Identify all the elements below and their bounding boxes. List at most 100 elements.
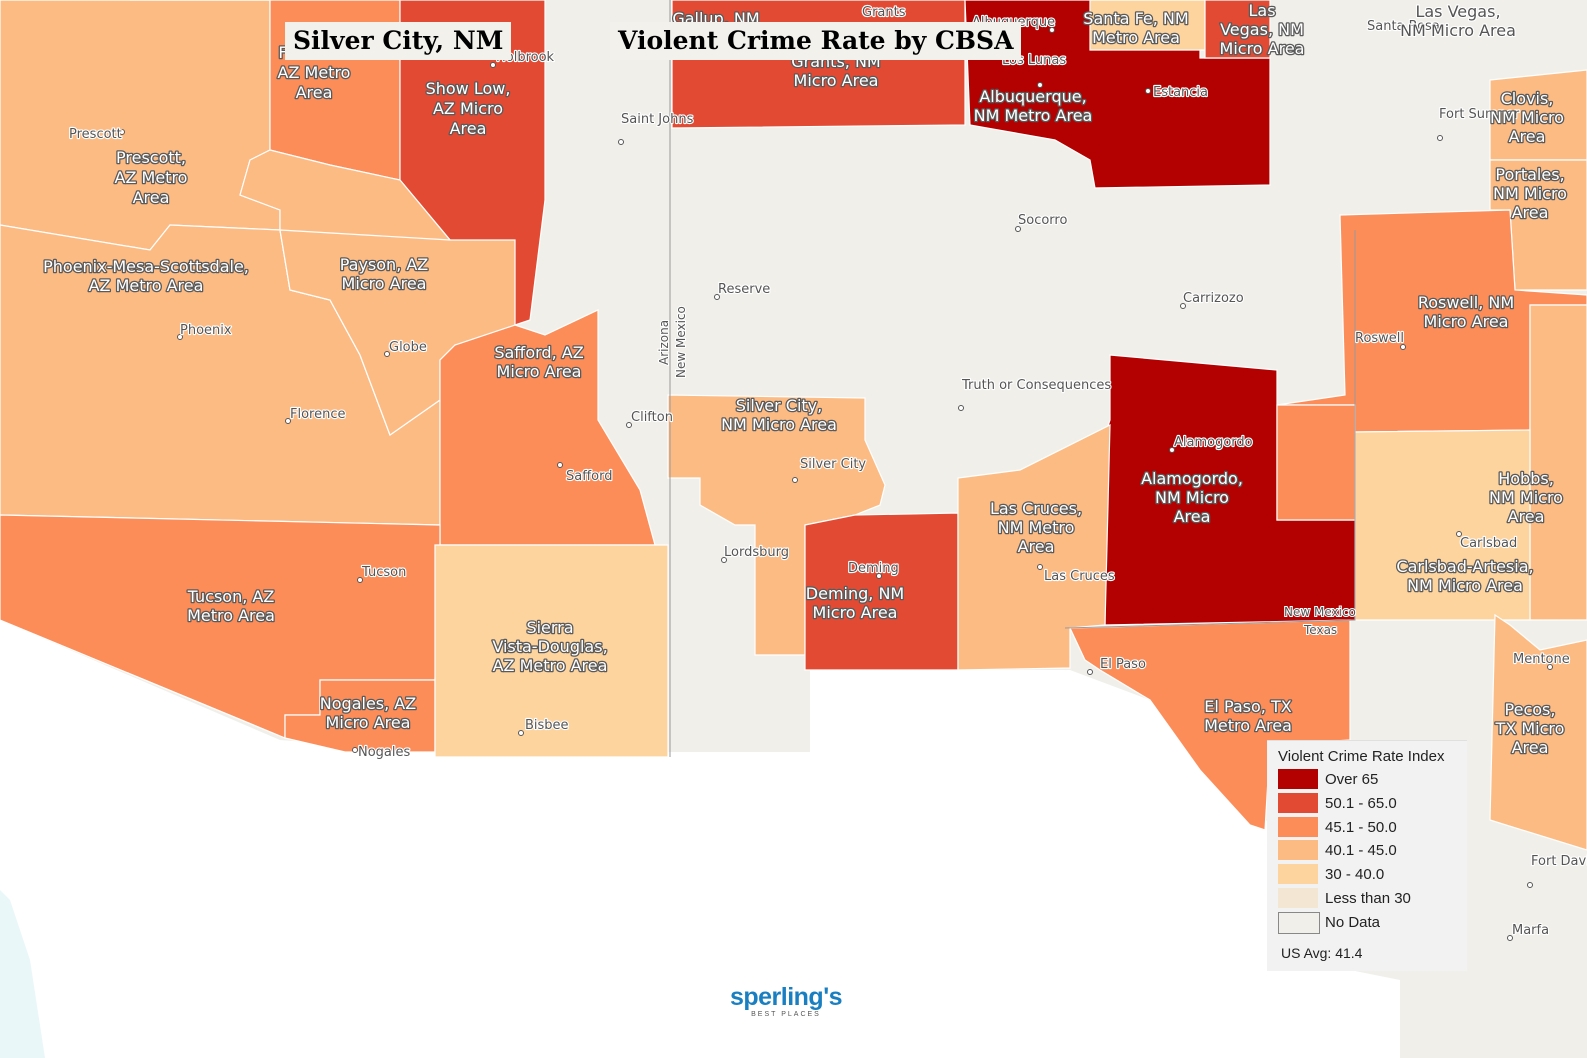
city-dot <box>1547 664 1553 670</box>
area-label-alamogordo: Alamogordo, NM Micro Area <box>1141 469 1243 526</box>
city-dot <box>490 62 496 68</box>
city-dot <box>177 334 183 340</box>
legend-label: 40.1 - 45.0 <box>1325 842 1397 860</box>
area-label-las-cruces: Las Cruces, NM Metro Area <box>990 499 1082 556</box>
city-label-silver-city: Silver City <box>800 457 866 472</box>
city-label-bisbee: Bisbee <box>525 718 569 733</box>
legend-swatch <box>1278 864 1318 885</box>
legend-label: 50.1 - 65.0 <box>1325 794 1397 812</box>
area-label-phoenix: Phoenix-Mesa-Scottsdale, AZ Metro Area <box>43 257 249 295</box>
city-dot <box>1507 935 1513 941</box>
area-label-portales: Portales, NM Micro Area <box>1493 165 1567 222</box>
city-dot <box>352 747 358 753</box>
legend-title: Violent Crime Rate Index <box>1278 748 1445 765</box>
region-sierra-vista <box>434 544 669 758</box>
area-label-santa-fe: Santa Fe, NM Metro Area <box>1083 9 1188 47</box>
area-label-tucson: Tucson, AZ Metro Area <box>187 587 275 625</box>
city-label-globe: Globe <box>389 340 427 355</box>
city-label-mentone: Mentone <box>1513 652 1570 667</box>
city-label-alamogordo: Alamogordo <box>1174 435 1253 450</box>
area-labels: F AZ Metro Area Show Low, AZ Micro Area Gall… <box>42 0 1568 758</box>
area-label-flagstaff: F AZ Metro Area <box>278 43 351 102</box>
city-dot <box>357 577 363 583</box>
city-dot <box>876 573 882 579</box>
mexico-blank <box>0 620 1400 1058</box>
state-label-texas: Texas <box>1303 623 1337 637</box>
state-label-new-mexico-east: New Mexico <box>1284 605 1356 619</box>
area-label-safford: Safford, AZ Micro Area <box>494 343 583 381</box>
area-label-las-vegas-nm: Las Vegas, NM Micro Area <box>1220 1 1305 58</box>
city-dot <box>618 139 624 145</box>
legend-swatch <box>1278 769 1318 789</box>
city-label-socorro: Socorro <box>1018 213 1067 228</box>
map-title: Violent Crime Rate by CBSA <box>610 22 1022 60</box>
city-dot <box>1145 88 1151 94</box>
area-label-sierra-vista: Sierra Vista-Douglas, AZ Metro Area <box>492 618 607 675</box>
area-label-carlsbad: Carlsbad-Artesia, NM Micro Area <box>1396 557 1533 595</box>
region-pecos <box>1489 613 1587 851</box>
city-label-florence: Florence <box>290 407 346 422</box>
city-label-santa-rosa: Santa Rosa <box>1367 19 1440 34</box>
city-label-marfa: Marfa <box>1512 923 1549 938</box>
legend-label: No Data <box>1325 913 1381 931</box>
legend-swatch <box>1278 911 1320 934</box>
city-dot <box>958 405 964 411</box>
city-dot <box>1037 564 1043 570</box>
area-label-payson: Payson, AZ Micro Area <box>340 255 429 293</box>
us-average: US Avg: 41.4 <box>1281 945 1363 961</box>
city-label-deming: Deming <box>848 561 899 576</box>
city-dot <box>714 294 720 300</box>
city-label-grants: Grants <box>862 5 906 20</box>
city-label-las-cruces: Las Cruces <box>1044 569 1115 584</box>
region-alamogordo-east <box>1276 404 1356 521</box>
logo-subtitle: BEST PLACES <box>751 1011 821 1018</box>
city-label-tucson: Tucson <box>361 565 406 580</box>
city-dot <box>1015 226 1021 232</box>
region-las-vegas <box>1204 0 1271 59</box>
region-clovis <box>1489 69 1587 161</box>
city-label-saint-johns: Saint Johns <box>621 112 694 127</box>
city-dot <box>1180 303 1186 309</box>
city-dot <box>285 418 291 424</box>
area-label-las-vegas-top: Las Vegas, NM Micro Area <box>1400 2 1516 40</box>
city-label-clifton: Clifton <box>631 410 673 425</box>
region-hobbs <box>1529 304 1587 621</box>
city-dot <box>1527 882 1533 888</box>
state-labels: Arizona New Mexico New Mexico Texas <box>656 305 1357 638</box>
city-label-prescott: Prescott <box>69 127 122 142</box>
legend-label: Less than 30 <box>1325 890 1411 907</box>
city-dot <box>1400 344 1406 350</box>
legend-swatch <box>1278 840 1318 861</box>
city-dot <box>1437 135 1443 141</box>
city-dot <box>518 730 524 736</box>
city-dot <box>1169 447 1175 453</box>
city-dot <box>1456 531 1462 537</box>
city-dot <box>626 422 632 428</box>
area-label-pecos: Pecos, TX Micro Area <box>1495 700 1565 757</box>
location-title: Silver City, NM <box>285 22 512 60</box>
area-label-show-low: Show Low, AZ Micro Area <box>426 79 511 138</box>
logo-wordmark: sperling's <box>729 983 843 1011</box>
area-label-roswell: Roswell, NM Micro Area <box>1418 293 1514 331</box>
city-label-reserve: Reserve <box>718 282 770 297</box>
city-dot <box>1037 82 1043 88</box>
city-dots <box>119 27 1553 941</box>
legend-swatch <box>1278 792 1318 813</box>
city-dot <box>557 462 563 468</box>
region-las-cruces <box>957 424 1111 671</box>
city-label-safford: Safford <box>566 469 613 484</box>
city-label-estancia: Estancia <box>1153 85 1208 100</box>
legend-label: 45.1 - 50.0 <box>1325 818 1397 836</box>
area-label-deming: Deming, NM Micro Area <box>806 584 904 622</box>
region-el-paso <box>1069 619 1351 831</box>
legend-label: Over 65 <box>1325 771 1379 788</box>
city-dot <box>384 351 390 357</box>
gulf-water <box>0 890 45 1058</box>
city-dot <box>792 477 798 483</box>
state-label-new-mexico: New Mexico <box>674 306 688 378</box>
city-label-roswell: Roswell <box>1355 331 1404 346</box>
sperlings-logo: sperling's BEST PLACES <box>726 983 846 1023</box>
area-label-clovis: Clovis, NM Micro Area <box>1490 89 1564 146</box>
